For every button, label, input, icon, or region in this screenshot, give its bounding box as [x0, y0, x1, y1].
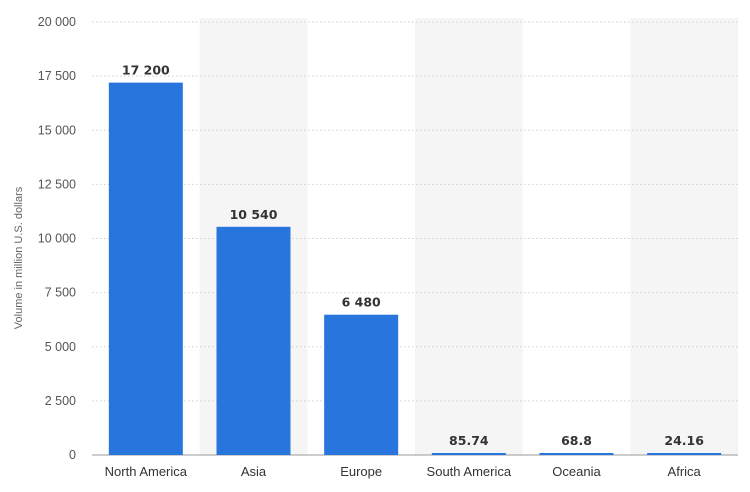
data-label: 85.74 — [449, 433, 489, 448]
x-category-label: Europe — [340, 464, 382, 479]
y-tick-label: 20 000 — [38, 15, 76, 29]
x-axis-categories: North America Asia Europe South America Ocea… — [105, 464, 702, 479]
data-label: 6 480 — [342, 295, 381, 310]
data-labels: 17 200 10 540 6 480 85.74 68.8 24.16 — [122, 63, 704, 448]
bar — [647, 453, 722, 455]
x-category-label: Asia — [241, 464, 267, 479]
y-tick-label: 0 — [69, 448, 76, 462]
y-tick-label: 2 500 — [45, 394, 76, 408]
data-label: 10 540 — [230, 207, 278, 222]
x-category-label: South America — [427, 464, 512, 479]
data-label: 24.16 — [664, 433, 704, 448]
y-axis-ticks: 0 2 500 5 000 7 500 10 000 12 500 15 000 17 500… — [38, 15, 76, 462]
y-tick-label: 10 000 — [38, 232, 76, 246]
x-category-label: Oceania — [552, 464, 601, 479]
y-tick-label: 5 000 — [45, 340, 76, 354]
gridlines — [92, 21, 738, 456]
bar — [539, 453, 614, 455]
bar — [108, 82, 183, 456]
bars — [108, 82, 722, 456]
x-category-label: Africa — [668, 464, 702, 479]
data-label: 17 200 — [122, 63, 170, 78]
category-band — [630, 18, 738, 455]
y-tick-label: 17 500 — [38, 69, 76, 83]
bar — [324, 314, 399, 455]
category-band — [415, 18, 523, 455]
bar — [216, 226, 291, 455]
data-label: 68.8 — [561, 433, 592, 448]
x-category-label: North America — [105, 464, 188, 479]
y-tick-label: 12 500 — [38, 177, 76, 191]
bar — [431, 453, 506, 455]
y-axis-title: Volume in million U.S. dollars — [13, 186, 25, 329]
y-tick-label: 15 000 — [38, 123, 76, 137]
category-bands — [199, 18, 738, 455]
y-tick-label: 7 500 — [45, 286, 76, 300]
